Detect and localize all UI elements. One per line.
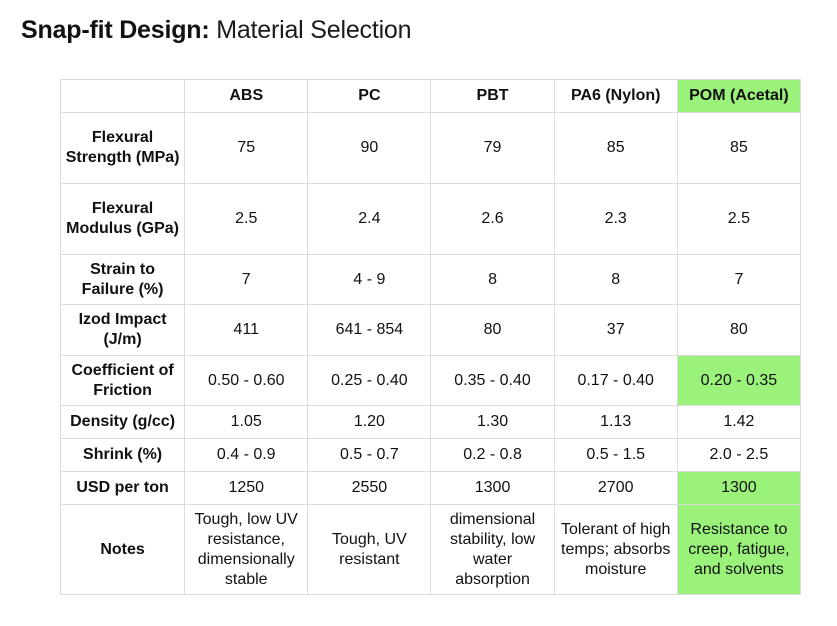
column-header: PBT: [430, 79, 555, 113]
page-title-subtitle: Material Selection: [216, 16, 412, 44]
table-cell: 8: [553, 254, 678, 305]
table-cell-highlighted: 1300: [676, 471, 802, 505]
table-row: Shrink (%) 0.4 - 0.9 0.5 - 0.7 0.2 - 0.8…: [59, 438, 802, 472]
table-cell: 8: [430, 254, 555, 305]
table-cell: 1250: [184, 471, 309, 505]
table-cell: 2700: [553, 471, 678, 505]
row-label: Strain to Failure (%): [59, 254, 186, 305]
table-cell: 1.13: [553, 405, 678, 439]
table-cell-highlighted: 0.20 - 0.35: [676, 355, 802, 406]
table-row: Coefficient of Friction 0.50 - 0.60 0.25…: [59, 355, 802, 406]
table-cell: 75: [184, 112, 309, 184]
column-header: PC: [307, 79, 432, 113]
table-row: Flexural Modulus (GPa) 2.5 2.4 2.6 2.3 2…: [59, 183, 802, 255]
page-title-bold: Snap-fit Design:: [21, 16, 210, 44]
row-label: Flexural Modulus (GPa): [59, 183, 186, 255]
row-label: Coefficient of Friction: [59, 355, 186, 406]
table-cell: 85: [676, 112, 802, 184]
header-corner-cell: [59, 79, 186, 113]
table-cell: 1.30: [430, 405, 555, 439]
table-cell: 2.4: [307, 183, 432, 255]
table-cell: 80: [430, 304, 555, 356]
table-cell: 4 - 9: [307, 254, 432, 305]
row-label: Flexural Strength (MPa): [59, 112, 186, 184]
table-cell: 0.17 - 0.40: [553, 355, 678, 406]
table-cell: 2550: [307, 471, 432, 505]
table-row: Strain to Failure (%) 7 4 - 9 8 8 7: [59, 254, 802, 305]
row-label: Density (g/cc): [59, 405, 186, 439]
table-row: Notes Tough, low UV resistance, dimensio…: [59, 504, 802, 595]
table-cell: 0.50 - 0.60: [184, 355, 309, 406]
table-row: USD per ton 1250 2550 1300 2700 1300: [59, 471, 802, 505]
column-header: ABS: [184, 79, 309, 113]
column-header: PA6 (Nylon): [553, 79, 678, 113]
table-cell: 2.6: [430, 183, 555, 255]
material-comparison-table: ABS PC PBT PA6 (Nylon) POM (Acetal) Flex…: [59, 79, 802, 595]
table-cell: 641 - 854: [307, 304, 432, 356]
table-cell: 1.20: [307, 405, 432, 439]
table-cell: 2.5: [184, 183, 309, 255]
table-cell: 1.42: [676, 405, 802, 439]
table-cell: 37: [553, 304, 678, 356]
column-header-highlighted: POM (Acetal): [676, 79, 802, 113]
table-cell: 0.4 - 0.9: [184, 438, 309, 472]
table-cell: Tolerant of high temps; absorbs moisture: [553, 504, 678, 595]
table-cell: 1300: [430, 471, 555, 505]
table-cell: Tough, low UV resistance, dimensionally …: [184, 504, 309, 595]
table-cell: dimensional stability, low water absorpt…: [430, 504, 555, 595]
table-row: Izod Impact (J/m) 411 641 - 854 80 37 80: [59, 304, 802, 356]
table-cell: 7: [676, 254, 802, 305]
table-cell: 90: [307, 112, 432, 184]
table-cell: 0.5 - 1.5: [553, 438, 678, 472]
row-label: Notes: [59, 504, 186, 595]
table-cell: 1.05: [184, 405, 309, 439]
table-cell: 85: [553, 112, 678, 184]
table-cell: Tough, UV resistant: [307, 504, 432, 595]
table-cell: 7: [184, 254, 309, 305]
table-cell: 2.5: [676, 183, 802, 255]
row-label: USD per ton: [59, 471, 186, 505]
table-cell: 0.25 - 0.40: [307, 355, 432, 406]
table-cell: 0.35 - 0.40: [430, 355, 555, 406]
table-cell: 2.3: [553, 183, 678, 255]
table-row: Flexural Strength (MPa) 75 90 79 85 85: [59, 112, 802, 184]
table-row: Density (g/cc) 1.05 1.20 1.30 1.13 1.42: [59, 405, 802, 439]
table-cell: 2.0 - 2.5: [676, 438, 802, 472]
table-header-row: ABS PC PBT PA6 (Nylon) POM (Acetal): [59, 79, 802, 113]
row-label: Shrink (%): [59, 438, 186, 472]
table-cell: 0.2 - 0.8: [430, 438, 555, 472]
table-cell: 79: [430, 112, 555, 184]
table-cell: 0.5 - 0.7: [307, 438, 432, 472]
page-title: Snap-fit Design: Material Selection: [21, 14, 412, 46]
table-cell: 411: [184, 304, 309, 356]
table-cell-highlighted: Resistance to creep, fatigue, and solven…: [676, 504, 802, 595]
table-cell: 80: [676, 304, 802, 356]
row-label: Izod Impact (J/m): [59, 304, 186, 356]
